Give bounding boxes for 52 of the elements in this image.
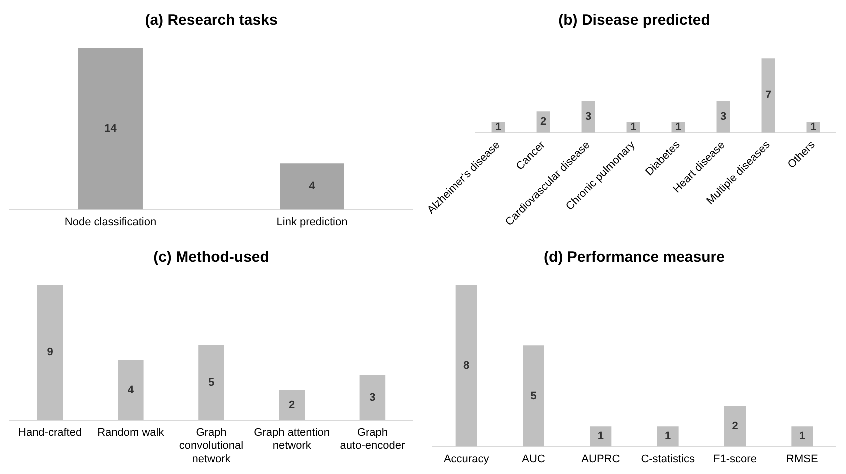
bar (590, 426, 612, 447)
bar (762, 58, 776, 133)
bar (37, 285, 64, 420)
data-label: 7 (765, 90, 772, 102)
bar (279, 390, 305, 420)
chart-title: (c) Method-used (154, 249, 270, 266)
chart-title: (b) Disease predicted (558, 12, 710, 30)
bar (724, 406, 746, 447)
x-tick-label: AUC (522, 453, 546, 466)
data-label: 1 (665, 430, 672, 443)
data-label: 2 (732, 420, 738, 433)
data-label: 8 (464, 360, 470, 372)
bar (523, 346, 544, 447)
data-label: 1 (799, 430, 806, 443)
x-tick-label: Link prediction (276, 216, 348, 228)
chart-title: (a) Research tasks (145, 12, 278, 30)
data-label: 4 (128, 384, 135, 396)
x-tick-label: AUPRC (582, 453, 620, 466)
bar (360, 375, 386, 420)
x-tick-label: RMSE (786, 453, 818, 466)
data-label: 5 (530, 390, 537, 402)
bar (657, 426, 679, 447)
x-tick-label: C-statistics (641, 453, 696, 466)
data-label: 2 (540, 116, 547, 128)
data-label: 4 (309, 180, 316, 193)
bar (792, 426, 814, 447)
bar (582, 101, 596, 133)
x-tick-label: Node classification (64, 216, 157, 228)
bar (716, 101, 730, 133)
x-tick-label: F1-score (714, 453, 757, 466)
bar (118, 360, 144, 420)
x-tick-label: Graph convolutional network (179, 427, 244, 466)
data-label: 3 (720, 110, 727, 123)
data-label: 1 (495, 122, 502, 134)
bar (456, 285, 478, 447)
data-label: 1 (598, 430, 604, 443)
data-label: 9 (47, 346, 54, 359)
x-tick-label: Graph attention network (254, 427, 330, 452)
data-label: 3 (585, 110, 592, 123)
data-label: 1 (630, 122, 637, 134)
x-tick-label: Accuracy (444, 453, 490, 466)
data-label: 1 (810, 122, 817, 134)
data-label: 3 (370, 392, 376, 404)
x-tick-label: Graph auto-encoder (340, 427, 406, 452)
bar (198, 345, 224, 420)
x-tick-label: Random walk (98, 427, 165, 440)
data-label: 1 (675, 122, 682, 134)
data-label: 14 (104, 122, 118, 135)
x-tick-label: Hand-crafted (18, 427, 82, 440)
data-label: 5 (208, 376, 215, 389)
chart-title: (d) Performance measure (544, 249, 725, 266)
data-label: 2 (289, 399, 296, 412)
